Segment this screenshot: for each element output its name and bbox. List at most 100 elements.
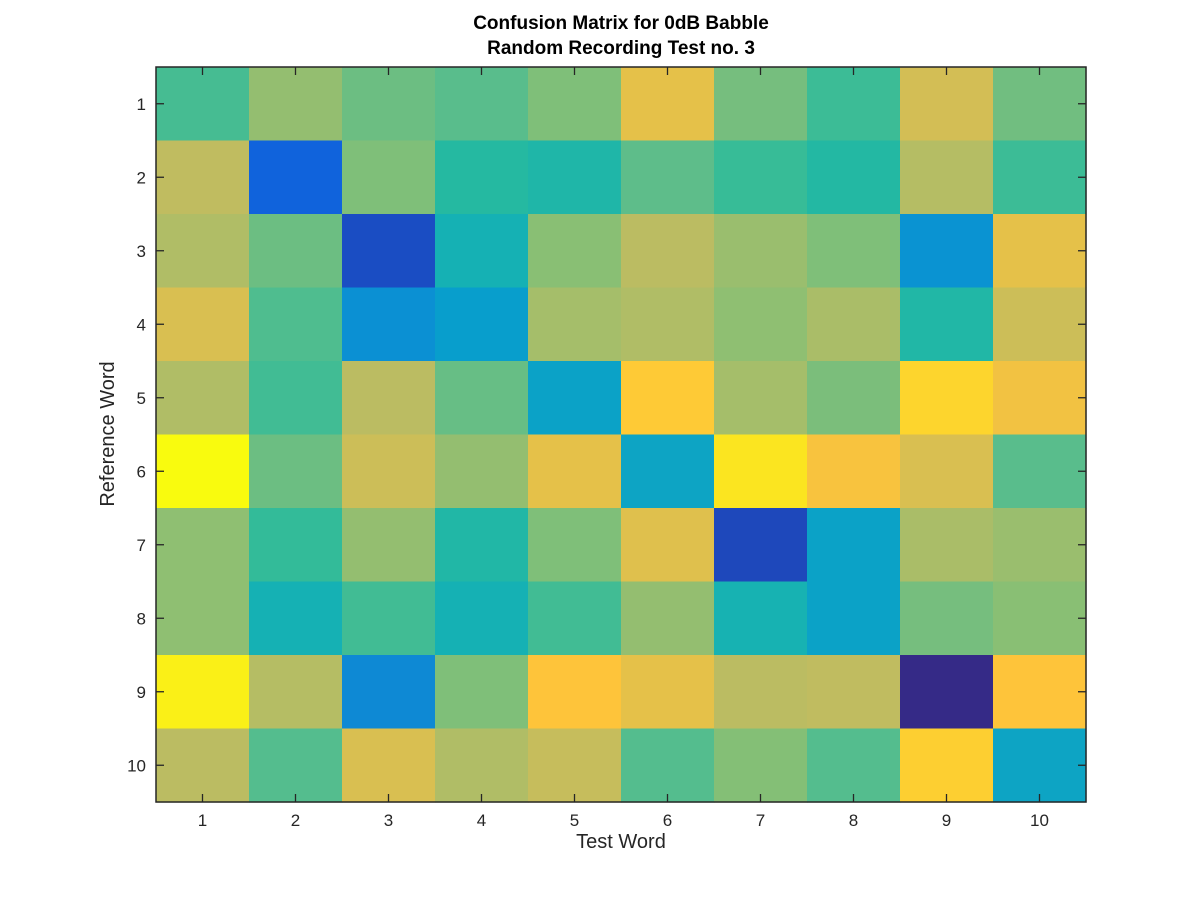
heatmap-cell-r4-c5	[528, 287, 622, 362]
heatmap-cell-r5-c8	[807, 361, 901, 436]
heatmap-cell-r10-c2	[249, 728, 343, 803]
y-tick-label: 8	[137, 609, 146, 628]
axis-ticks	[156, 67, 1086, 802]
heatmap-cell-r3-c9	[900, 214, 994, 289]
heatmap-cell-r6-c5	[528, 434, 622, 509]
heatmap-cell-r4-c4	[435, 287, 529, 362]
x-tick-label: 10	[1030, 811, 1049, 830]
heatmap-cell-r7-c7	[714, 508, 808, 583]
heatmap-cell-r10-c3	[342, 728, 436, 803]
heatmap-cell-r7-c4	[435, 508, 529, 583]
heatmap-cell-r6-c3	[342, 434, 436, 509]
heatmap-cell-r3-c1	[156, 214, 250, 289]
x-tick-label: 7	[756, 811, 765, 830]
heatmap-cell-r7-c2	[249, 508, 343, 583]
heatmap-cell-r9-c10	[993, 655, 1087, 730]
y-tick-label: 7	[137, 536, 146, 555]
heatmap-cell-r4-c2	[249, 287, 343, 362]
x-tick-label: 2	[291, 811, 300, 830]
heatmap-cell-r9-c5	[528, 655, 622, 730]
heatmap-cell-r2-c2	[249, 140, 343, 215]
heatmap-cell-r2-c1	[156, 140, 250, 215]
x-tick-label: 6	[663, 811, 672, 830]
heatmap-cell-r7-c5	[528, 508, 622, 583]
heatmap-cell-r4-c1	[156, 287, 250, 362]
heatmap-cell-r3-c5	[528, 214, 622, 289]
x-axis-label: Test Word	[576, 831, 666, 853]
heatmap-cell-r6-c2	[249, 434, 343, 509]
heatmap-cell-r1-c5	[528, 67, 622, 142]
y-tick-label: 4	[137, 315, 146, 334]
y-tick-labels: 1 2 3 4 5 6 7 8 9 10	[127, 95, 146, 776]
heatmap-cell-r7-c1	[156, 508, 250, 583]
heatmap-cell-r8-c9	[900, 581, 994, 656]
heatmap-cell-r4-c6	[621, 287, 715, 362]
heatmap-cell-r8-c4	[435, 581, 529, 656]
heatmap-cell-r3-c3	[342, 214, 436, 289]
heatmap-cell-r1-c7	[714, 67, 808, 142]
plot-frame	[155, 66, 1087, 803]
heatmap-cell-r9-c2	[249, 655, 343, 730]
heatmap-cell-r10-c4	[435, 728, 529, 803]
heatmap-cell-r7-c8	[807, 508, 901, 583]
heatmap-cell-r10-c5	[528, 728, 622, 803]
heatmap-cell-r8-c6	[621, 581, 715, 656]
heatmap-cell-r5-c5	[528, 361, 622, 436]
heatmap-cell-r7-c6	[621, 508, 715, 583]
chart-title-line-1: Confusion Matrix for 0dB Babble	[473, 13, 769, 34]
y-tick-label: 10	[127, 756, 146, 775]
heatmap-cell-r5-c7	[714, 361, 808, 436]
x-tick-label: 3	[384, 811, 393, 830]
x-tick-label: 5	[570, 811, 579, 830]
heatmap-cell-r4-c10	[993, 287, 1087, 362]
x-tick-label: 1	[198, 811, 207, 830]
heatmap-cell-r5-c2	[249, 361, 343, 436]
heatmap-cell-r4-c9	[900, 287, 994, 362]
heatmap-cell-r6-c9	[900, 434, 994, 509]
heatmap-cell-r10-c6	[621, 728, 715, 803]
heatmap-cell-r3-c7	[714, 214, 808, 289]
chart-title-line-2: Random Recording Test no. 3	[487, 38, 755, 59]
heatmap-cell-r7-c3	[342, 508, 436, 583]
x-tick-label: 4	[477, 811, 486, 830]
heatmap-cell-r2-c10	[993, 140, 1087, 215]
heatmap-cell-r10-c10	[993, 728, 1087, 803]
heatmap-cell-r3-c4	[435, 214, 529, 289]
heatmap-cell-r6-c4	[435, 434, 529, 509]
heatmap-cell-r8-c1	[156, 581, 250, 656]
heatmap-cell-r9-c1	[156, 655, 250, 730]
heatmap-cell-r9-c7	[714, 655, 808, 730]
heatmap-cell-r2-c4	[435, 140, 529, 215]
heatmap-cell-r3-c6	[621, 214, 715, 289]
y-axis-label: Reference Word	[97, 361, 119, 506]
heatmap-cell-r2-c8	[807, 140, 901, 215]
heatmap-cell-r7-c9	[900, 508, 994, 583]
heatmap-cell-r4-c8	[807, 287, 901, 362]
heatmap-cell-r1-c8	[807, 67, 901, 142]
y-tick-label: 9	[137, 683, 146, 702]
heatmap-cell-r10-c9	[900, 728, 994, 803]
heatmap-cell-r3-c2	[249, 214, 343, 289]
heatmap-cell-r4-c3	[342, 287, 436, 362]
heatmap-cell-r9-c6	[621, 655, 715, 730]
heatmap-cell-r2-c6	[621, 140, 715, 215]
heatmap-cell-r6-c7	[714, 434, 808, 509]
heatmap-cell-r1-c3	[342, 67, 436, 142]
heatmap-cell-r8-c5	[528, 581, 622, 656]
heatmap-cell-r2-c9	[900, 140, 994, 215]
heatmap-cell-r1-c4	[435, 67, 529, 142]
heatmap-cell-r6-c1	[156, 434, 250, 509]
heatmap-cell-r6-c10	[993, 434, 1087, 509]
heatmap-cell-r8-c10	[993, 581, 1087, 656]
heatmap-cell-r5-c9	[900, 361, 994, 436]
heatmap-cell-r1-c1	[156, 67, 250, 142]
y-tick-label: 3	[137, 242, 146, 261]
heatmap-cell-r9-c9	[900, 655, 994, 730]
heatmap-cell-r6-c8	[807, 434, 901, 509]
heatmap-cell-r10-c8	[807, 728, 901, 803]
heatmap-cell-r3-c10	[993, 214, 1087, 289]
heatmap-cell-r5-c6	[621, 361, 715, 436]
heatmap-cell-r8-c8	[807, 581, 901, 656]
heatmap-cell-r8-c3	[342, 581, 436, 656]
